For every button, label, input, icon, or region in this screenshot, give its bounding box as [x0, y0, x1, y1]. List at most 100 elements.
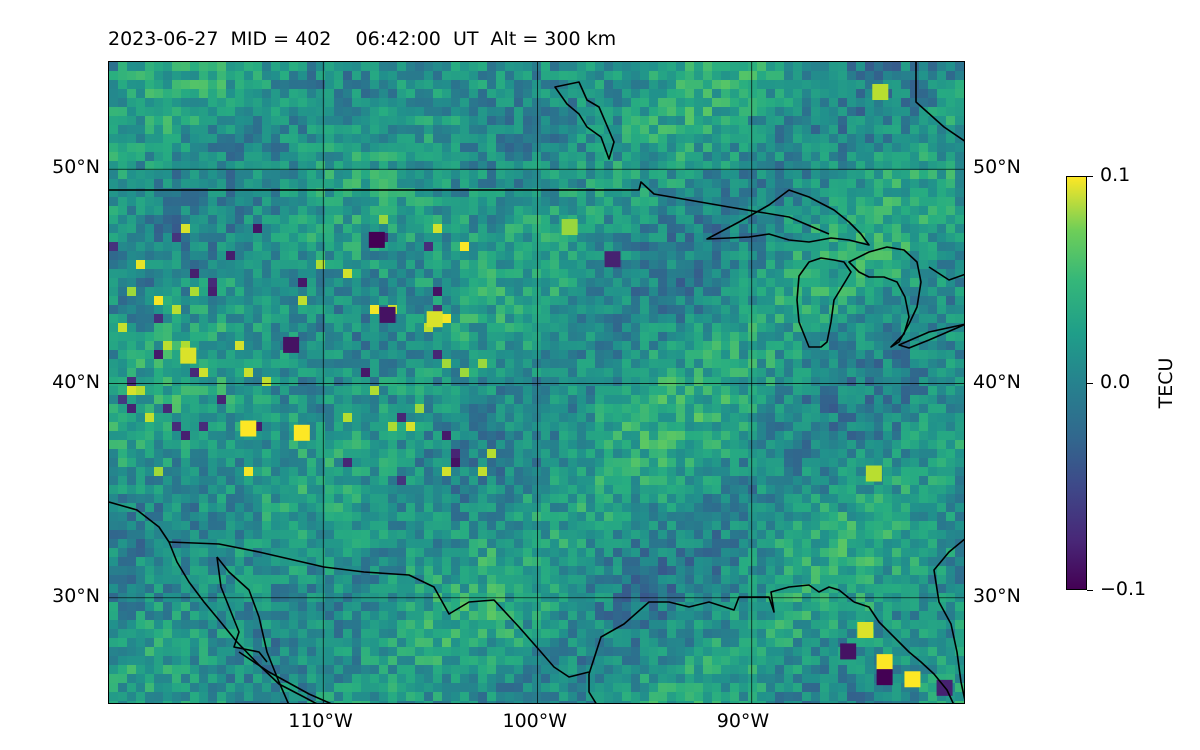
- tec-cell: [460, 404, 470, 414]
- tec-cell: [325, 197, 335, 207]
- tec-cell: [946, 98, 956, 108]
- tec-cell: [856, 323, 866, 333]
- tec-cell: [235, 233, 245, 243]
- tec-cell: [199, 413, 209, 423]
- tec-cell: [964, 521, 965, 531]
- tec-cell: [325, 332, 335, 342]
- tec-cell: [163, 71, 173, 81]
- tec-cell: [154, 314, 164, 324]
- tec-cell: [811, 251, 821, 261]
- tec-cell: [784, 368, 794, 378]
- tec-cell: [847, 269, 857, 279]
- tec-cell: [343, 233, 353, 243]
- tec-cell: [469, 134, 479, 144]
- tec-cell: [397, 80, 407, 90]
- tec-cell: [190, 269, 200, 279]
- tec-cell: [316, 170, 326, 180]
- tec-cell: [568, 368, 578, 378]
- tec-cell: [766, 449, 776, 459]
- tec-cell: [721, 179, 731, 189]
- tec-cell: [199, 287, 209, 297]
- tec-cell: [343, 422, 353, 432]
- tec-cell: [658, 179, 668, 189]
- tec-cell: [460, 206, 470, 216]
- tec-cell: [703, 377, 713, 387]
- tec-cell: [370, 404, 380, 414]
- tec-cell: [937, 107, 947, 117]
- tec-cell: [199, 422, 209, 432]
- tec-cell: [586, 251, 596, 261]
- tec-cell: [361, 206, 371, 216]
- tec-cell: [946, 62, 956, 72]
- tec-cell: [190, 215, 200, 225]
- tec-cell: [604, 458, 614, 468]
- tec-cell: [586, 242, 596, 252]
- tec-cell: [667, 512, 677, 522]
- tec-cell: [208, 503, 218, 513]
- tec-cell: [505, 404, 515, 414]
- tec-cell: [271, 359, 281, 369]
- tec-cell: [397, 449, 407, 459]
- tec-cell: [325, 89, 335, 99]
- tec-cell: [163, 440, 173, 450]
- tec-cell: [748, 251, 758, 261]
- tec-cell: [145, 143, 155, 153]
- tec-cell: [460, 485, 470, 495]
- tec-cell: [928, 242, 938, 252]
- tec-cell: [352, 476, 362, 486]
- tec-cell: [865, 377, 875, 387]
- tec-cell: [406, 80, 416, 90]
- tec-cell: [775, 449, 785, 459]
- tec-cell: [343, 494, 353, 504]
- tec-cell: [406, 521, 416, 531]
- tec-cell: [199, 116, 209, 126]
- tec-cell: [829, 269, 839, 279]
- tec-cell: [802, 350, 812, 360]
- tec-cell: [118, 512, 128, 522]
- tec-cell: [262, 179, 272, 189]
- tec-cell: [613, 386, 623, 396]
- tec-cell: [928, 71, 938, 81]
- tec-cell: [370, 377, 380, 387]
- tec-cell: [145, 215, 155, 225]
- tec-cell: [901, 404, 911, 414]
- tec-cell: [127, 494, 137, 504]
- tec-cell: [604, 395, 614, 405]
- tec-cell: [568, 269, 578, 279]
- tec-cell: [829, 287, 839, 297]
- tec-cell: [568, 161, 578, 171]
- tec-cell: [172, 503, 182, 513]
- tec-cell: [532, 152, 542, 162]
- tec-cell: [775, 305, 785, 315]
- tec-cell: [217, 278, 227, 288]
- tec-cell: [640, 341, 650, 351]
- tec-cell: [892, 62, 902, 72]
- tec-cell: [307, 458, 317, 468]
- tec-cell: [631, 467, 641, 477]
- tec-cell: [415, 197, 425, 207]
- tec-cell: [964, 404, 965, 414]
- tec-cell: [577, 440, 587, 450]
- tec-cell: [955, 80, 964, 90]
- tec-cell: [757, 233, 767, 243]
- tec-cell: [478, 332, 488, 342]
- tec-cell: [748, 161, 758, 171]
- tec-cell: [478, 224, 488, 234]
- tec-cell: [532, 404, 542, 414]
- tec-cell: [847, 242, 857, 252]
- tec-cell: [334, 359, 344, 369]
- tec-cell: [343, 143, 353, 153]
- tec-cell: [487, 62, 497, 72]
- tec-cell: [154, 197, 164, 207]
- tec-cell: [892, 188, 902, 198]
- tec-cell: [730, 305, 740, 315]
- tec-cell: [568, 422, 578, 432]
- tec-cell: [172, 197, 182, 207]
- tec-cell: [325, 278, 335, 288]
- tec-cell: [181, 89, 191, 99]
- tec-cell: [109, 413, 119, 423]
- tec-cell: [361, 143, 371, 153]
- tec-cell: [388, 341, 398, 351]
- tec-cell: [190, 503, 200, 513]
- tec-cell: [316, 80, 326, 90]
